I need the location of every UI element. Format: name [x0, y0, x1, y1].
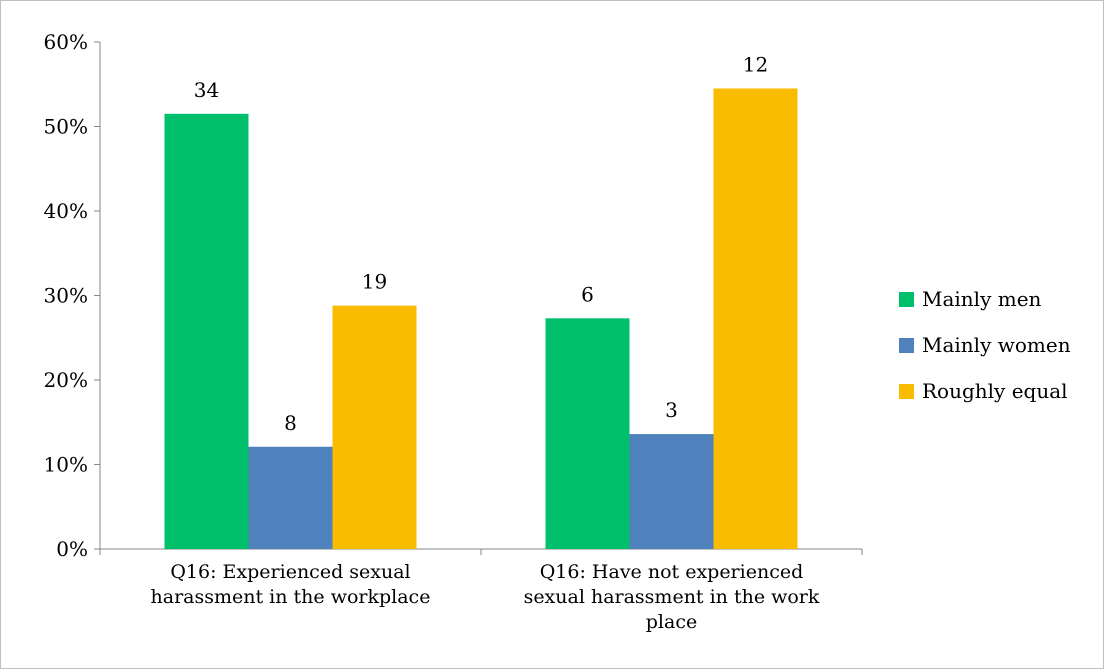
legend-label: Mainly women: [922, 333, 1071, 357]
y-tick-label: 40%: [44, 199, 88, 223]
y-tick-label: 60%: [44, 30, 88, 54]
x-category-label: Q16: Have not experienced sexual harassme…: [524, 561, 820, 633]
data-label: 3: [665, 398, 678, 422]
bar: [629, 434, 714, 549]
y-axis: 0% 10% 20% 30% 40% 50% 60%: [44, 30, 101, 561]
bar: [332, 305, 417, 549]
legend-label: Roughly equal: [922, 379, 1068, 403]
data-label: 34: [194, 78, 219, 102]
x-axis: Q16: Experienced sexual harassment in the…: [99, 548, 863, 633]
bar: [713, 88, 798, 549]
y-tick-label: 0%: [56, 537, 88, 561]
legend-label: Mainly men: [922, 287, 1042, 311]
legend-swatch: [899, 292, 914, 307]
y-tick-label: 50%: [44, 115, 88, 139]
y-tick-label: 20%: [44, 368, 88, 392]
y-tick-label: 10%: [44, 453, 88, 477]
data-label: 12: [743, 52, 768, 76]
legend: Mainly men Mainly women Roughly equal: [899, 287, 1071, 403]
data-label: 8: [284, 411, 297, 435]
data-label: 19: [362, 270, 387, 294]
legend-swatch: [899, 384, 914, 399]
bar: [248, 446, 333, 549]
data-labels: 34 6 8 3 19 12: [194, 52, 768, 434]
bars: [164, 88, 798, 549]
y-tick-label: 30%: [44, 284, 88, 308]
bar: [164, 113, 249, 549]
data-label: 6: [581, 282, 594, 306]
x-category-label: Q16: Experienced sexual harassment in the…: [151, 561, 431, 608]
bar: [545, 318, 630, 549]
legend-swatch: [899, 338, 914, 353]
